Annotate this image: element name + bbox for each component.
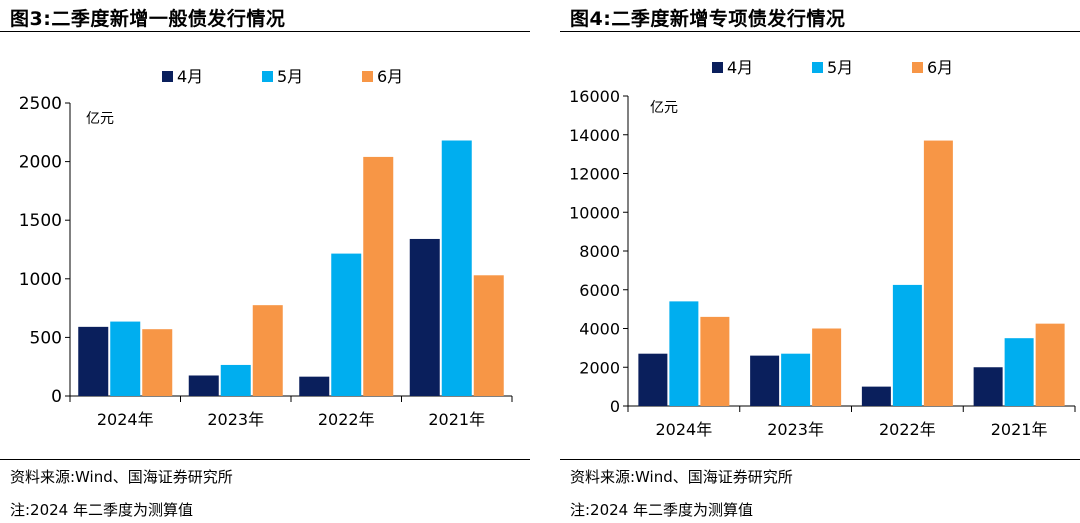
legend-swatch: [812, 62, 823, 73]
y-tick-label: 10000: [569, 203, 620, 222]
category-label: 2022年: [318, 410, 375, 429]
bar-6月: [923, 140, 953, 406]
bar-6月: [473, 275, 504, 396]
legend-label: 5月: [277, 67, 303, 86]
title-divider: [560, 31, 1080, 32]
legend-swatch: [262, 71, 273, 82]
bar-4月: [409, 238, 440, 396]
figure-title: 图3:二季度新增一般债发行情况: [10, 8, 286, 30]
legend-swatch: [162, 71, 173, 82]
bar-6月: [252, 305, 283, 396]
category-label: 2023年: [207, 410, 264, 429]
y-tick-label: 2500: [19, 94, 62, 114]
bar-chart: 0 500 1000 1500 2000 2500 2024年 2023年 2022年 2021年…: [19, 67, 513, 429]
legend-label: 6月: [927, 58, 953, 77]
source-note: 资料来源:Wind、国海证券研究所: [570, 468, 793, 486]
legend-label: 6月: [377, 67, 403, 86]
legend-swatch: [712, 62, 723, 73]
legend-label: 4月: [177, 67, 203, 86]
bar-5月: [441, 140, 472, 396]
title-divider: [0, 31, 530, 32]
footnote: 注:2024 年二季度为测算值: [570, 501, 753, 519]
category-label: 2022年: [879, 420, 936, 439]
y-tick-label: 2000: [19, 153, 62, 173]
y-tick-label: 12000: [569, 165, 620, 184]
bar-4月: [188, 375, 219, 396]
figure-title: 图4:二季度新增专项债发行情况: [570, 8, 846, 30]
y-tick-label: 1500: [19, 211, 62, 231]
bar-4月: [299, 376, 330, 396]
footer-divider: [560, 459, 1080, 460]
bar-5月: [781, 353, 811, 406]
source-note: 资料来源:Wind、国海证券研究所: [10, 468, 233, 486]
category-label: 2021年: [428, 410, 485, 429]
y-tick-label: 500: [30, 328, 62, 348]
bar-5月: [331, 253, 362, 396]
bar-5月: [110, 321, 141, 396]
bar-6月: [700, 316, 730, 406]
category-label: 2024年: [656, 420, 713, 439]
y-tick-label: 1000: [19, 270, 62, 290]
legend-swatch: [912, 62, 923, 73]
bar-6月: [1035, 323, 1065, 406]
y-tick-label: 0: [51, 387, 62, 407]
bar-5月: [892, 284, 922, 406]
category-label: 2024年: [97, 410, 154, 429]
bar-4月: [78, 326, 109, 396]
y-tick-label: 2000: [579, 358, 620, 377]
bar-5月: [220, 364, 251, 396]
footer-divider: [0, 459, 530, 460]
legend-swatch: [362, 71, 373, 82]
bar-4月: [750, 355, 780, 406]
legend-label: 5月: [827, 58, 853, 77]
y-unit-label: 亿元: [86, 111, 114, 127]
bar-4月: [861, 386, 891, 406]
figure-3-panel: 图3:二季度新增一般债发行情况 0 500 1000 1500 2000 2500 2024…: [0, 0, 530, 523]
bar-4月: [973, 367, 1003, 406]
y-tick-label: 14000: [569, 126, 620, 145]
bar-6月: [363, 156, 394, 396]
y-tick-label: 16000: [569, 87, 620, 106]
y-tick-label: 8000: [579, 242, 620, 261]
y-tick-label: 6000: [579, 281, 620, 300]
bar-4月: [638, 353, 668, 406]
bar-5月: [1004, 338, 1034, 406]
bar-5月: [669, 301, 699, 406]
category-label: 2021年: [991, 420, 1048, 439]
figure-4-panel: 图4:二季度新增专项债发行情况 0 2000 4000 6000 8000 10000 12…: [560, 0, 1080, 523]
category-label: 2023年: [767, 420, 824, 439]
bar-6月: [142, 329, 173, 396]
bar-chart: 0 2000 4000 6000 8000 10000 12000 14000 16000 202…: [569, 58, 1076, 439]
y-unit-label: 亿元: [650, 100, 678, 116]
y-tick-label: 0: [610, 397, 620, 416]
y-tick-label: 4000: [579, 320, 620, 339]
footnote: 注:2024 年二季度为测算值: [10, 501, 193, 519]
bar-6月: [812, 328, 842, 406]
legend-label: 4月: [727, 58, 753, 77]
